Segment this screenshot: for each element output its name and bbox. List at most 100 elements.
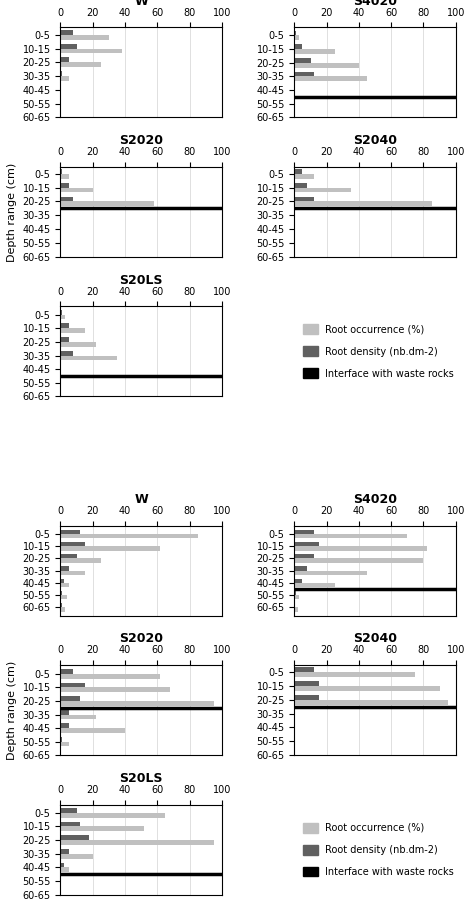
Bar xyxy=(60,813,166,817)
Bar xyxy=(294,542,319,546)
Bar xyxy=(60,169,62,173)
Bar xyxy=(60,58,68,62)
Bar xyxy=(60,187,93,193)
Bar xyxy=(60,355,117,361)
Title: S4020: S4020 xyxy=(353,493,397,506)
Bar xyxy=(60,582,68,587)
Bar xyxy=(60,44,77,48)
Bar xyxy=(60,328,85,333)
Bar xyxy=(60,854,93,858)
Bar xyxy=(60,835,89,840)
Y-axis label: Depth range (cm): Depth range (cm) xyxy=(7,661,17,760)
Bar xyxy=(60,737,62,741)
Bar xyxy=(60,723,68,728)
Title: W: W xyxy=(134,0,148,7)
Bar xyxy=(60,849,68,854)
Bar xyxy=(60,741,68,747)
Bar xyxy=(294,559,424,562)
Bar xyxy=(60,323,68,328)
Bar xyxy=(60,683,85,687)
Bar xyxy=(294,36,299,40)
Bar xyxy=(60,546,160,551)
Bar xyxy=(60,559,101,562)
Bar xyxy=(60,669,73,674)
Bar xyxy=(294,530,314,534)
Bar xyxy=(60,840,214,845)
Bar xyxy=(60,701,214,706)
Legend: Root occurrence (%), Root density (nb.dm-2), Interface with waste rocks: Root occurrence (%), Root density (nb.dm… xyxy=(299,819,458,881)
Title: S2020: S2020 xyxy=(119,633,163,645)
Title: S2040: S2040 xyxy=(353,633,397,645)
Bar xyxy=(60,341,96,347)
Bar xyxy=(294,566,307,571)
Bar xyxy=(60,173,68,179)
Bar xyxy=(60,687,170,692)
Bar xyxy=(60,202,154,206)
Bar xyxy=(294,667,314,672)
Bar xyxy=(294,546,427,551)
Bar xyxy=(294,607,298,612)
Bar xyxy=(60,566,68,571)
Title: S20LS: S20LS xyxy=(120,772,163,785)
Bar xyxy=(294,77,367,81)
Bar xyxy=(60,603,62,607)
Title: S4020: S4020 xyxy=(353,0,397,7)
Bar xyxy=(294,169,302,173)
Bar xyxy=(294,71,314,77)
Bar xyxy=(294,45,302,49)
Bar xyxy=(60,310,62,315)
Bar xyxy=(60,30,73,35)
Bar xyxy=(294,699,448,705)
Bar xyxy=(294,31,296,36)
Bar xyxy=(294,49,335,54)
Bar xyxy=(294,187,351,193)
Bar xyxy=(60,571,85,575)
Bar xyxy=(60,183,68,187)
Bar xyxy=(294,534,407,539)
Title: S2020: S2020 xyxy=(119,134,163,147)
Bar xyxy=(294,63,359,68)
Bar xyxy=(60,826,144,831)
Bar xyxy=(60,715,96,719)
Bar xyxy=(294,695,319,699)
Bar xyxy=(294,579,302,582)
Bar xyxy=(294,202,432,206)
Bar xyxy=(60,709,68,715)
Bar xyxy=(294,595,299,599)
Bar xyxy=(60,595,67,599)
Bar xyxy=(60,76,68,81)
Bar xyxy=(60,48,122,53)
Bar xyxy=(60,315,65,320)
Title: S2040: S2040 xyxy=(353,134,397,147)
Bar xyxy=(60,863,64,867)
Bar xyxy=(294,196,314,202)
Bar xyxy=(294,681,319,686)
Bar xyxy=(60,337,68,341)
Title: W: W xyxy=(134,493,148,506)
Bar xyxy=(294,554,314,559)
Bar xyxy=(60,542,85,546)
Bar xyxy=(60,351,73,355)
Bar xyxy=(60,867,68,872)
Bar xyxy=(60,554,77,559)
Bar xyxy=(60,534,198,539)
Bar xyxy=(60,579,64,582)
Bar xyxy=(60,728,125,733)
Bar xyxy=(60,674,160,678)
Bar xyxy=(60,530,80,534)
Bar xyxy=(60,35,109,39)
Title: S20LS: S20LS xyxy=(120,274,163,287)
Bar xyxy=(60,808,77,813)
Legend: Root occurrence (%), Root density (nb.dm-2), Interface with waste rocks: Root occurrence (%), Root density (nb.dm… xyxy=(299,320,458,383)
Bar xyxy=(60,697,80,701)
Bar xyxy=(294,591,296,595)
Bar xyxy=(294,173,314,179)
Bar xyxy=(294,686,439,691)
Bar xyxy=(60,196,73,202)
Bar xyxy=(60,822,80,826)
Bar xyxy=(294,672,415,677)
Y-axis label: Depth range (cm): Depth range (cm) xyxy=(7,163,17,261)
Bar xyxy=(60,607,65,612)
Bar xyxy=(60,71,62,76)
Bar xyxy=(294,571,367,575)
